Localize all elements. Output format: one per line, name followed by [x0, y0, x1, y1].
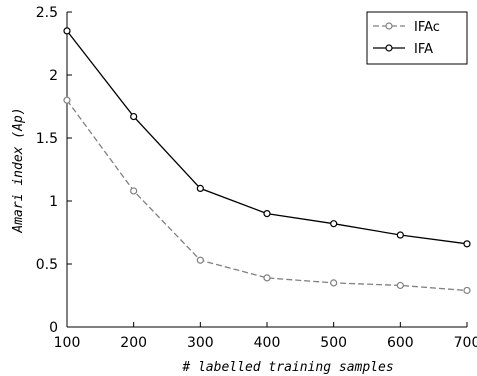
legend-box: [366, 11, 468, 65]
legend-marker: [385, 44, 393, 52]
y-tick-label: 2: [49, 68, 58, 84]
x-tick-label: 400: [254, 335, 281, 351]
y-tick-label: 0.5: [36, 257, 58, 273]
x-axis-label: # labelled training samples: [181, 360, 393, 375]
y-tick-label: 0: [49, 320, 58, 336]
y-tick-label: 1.5: [36, 131, 58, 147]
x-tick-label: 200: [120, 335, 147, 351]
x-axis-ticks: 100 200 300 400 500 600 700: [54, 322, 477, 351]
data-point: [196, 184, 204, 192]
data-point: [263, 274, 271, 282]
y-tick-label: 1: [49, 194, 58, 210]
series-layer: [63, 27, 471, 295]
series-ifa: [63, 27, 471, 248]
y-tick-label: 2.5: [36, 5, 58, 21]
data-point: [463, 240, 471, 248]
data-point: [396, 231, 404, 239]
series-line: [66, 99, 468, 292]
data-point: [330, 279, 338, 287]
x-tick-label: 600: [387, 335, 414, 351]
data-point: [396, 281, 404, 290]
legend: IFAc IFA: [366, 11, 468, 65]
legend-label: IFAc: [414, 20, 440, 35]
data-point: [63, 27, 71, 35]
legend-label: IFA: [414, 42, 433, 57]
data-point: [263, 210, 271, 218]
y-axis-label: Amari index (Ap): [11, 107, 26, 233]
data-point: [463, 286, 471, 295]
data-point: [63, 96, 71, 104]
x-tick-label: 300: [187, 335, 214, 351]
data-point: [130, 112, 138, 121]
y-axis-ticks: 0 0.5 1 1.5 2 2.5: [36, 5, 72, 336]
x-tick-label: 500: [320, 335, 347, 351]
data-point: [130, 187, 138, 195]
legend-marker: [385, 22, 393, 30]
x-tick-label: 100: [54, 335, 81, 351]
x-tick-label: 700: [454, 335, 477, 351]
data-point: [330, 220, 338, 228]
data-point: [196, 256, 204, 264]
series-ifac: [63, 96, 471, 295]
